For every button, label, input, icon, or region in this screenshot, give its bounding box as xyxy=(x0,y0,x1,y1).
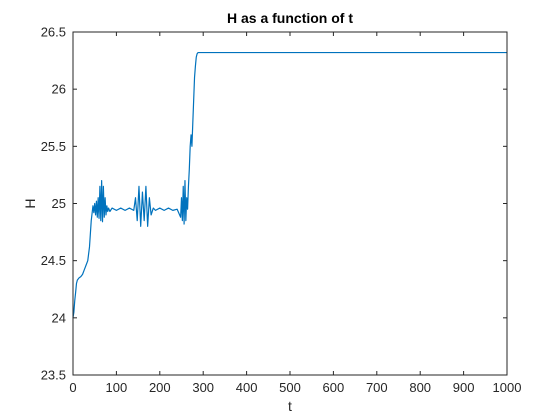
series-line-0 xyxy=(72,51,507,318)
y-tick-label: 26.5 xyxy=(41,25,66,40)
x-tick-label: 200 xyxy=(149,380,171,395)
y-axis-title: H xyxy=(22,198,38,208)
x-tick-label: 100 xyxy=(106,380,128,395)
x-axis: 0 100 200 300 400 500 600 700 800 900 1000 xyxy=(69,32,521,395)
y-tick-label: 26 xyxy=(52,82,66,97)
y-tick-label: 25.5 xyxy=(41,139,66,154)
chart-title: H as a function of t xyxy=(227,10,353,26)
y-axis: 23.5 24 24.5 25 25.5 26 26.5 xyxy=(41,25,507,383)
x-tick-label: 600 xyxy=(323,380,345,395)
y-tick-label: 24 xyxy=(52,310,66,325)
x-tick-label: 300 xyxy=(192,380,214,395)
x-tick-label: 700 xyxy=(366,380,388,395)
x-tick-label: 1000 xyxy=(493,380,522,395)
x-tick-label: 800 xyxy=(409,380,431,395)
y-tick-label: 23.5 xyxy=(41,368,66,383)
x-tick-label: 0 xyxy=(69,380,76,395)
x-tick-label: 500 xyxy=(279,380,301,395)
x-tick-label: 400 xyxy=(236,380,258,395)
series-layer xyxy=(72,51,507,318)
y-tick-label: 24.5 xyxy=(41,253,66,268)
x-tick-label: 900 xyxy=(453,380,475,395)
x-axis-title: t xyxy=(288,398,292,414)
y-tick-label: 25 xyxy=(52,196,66,211)
